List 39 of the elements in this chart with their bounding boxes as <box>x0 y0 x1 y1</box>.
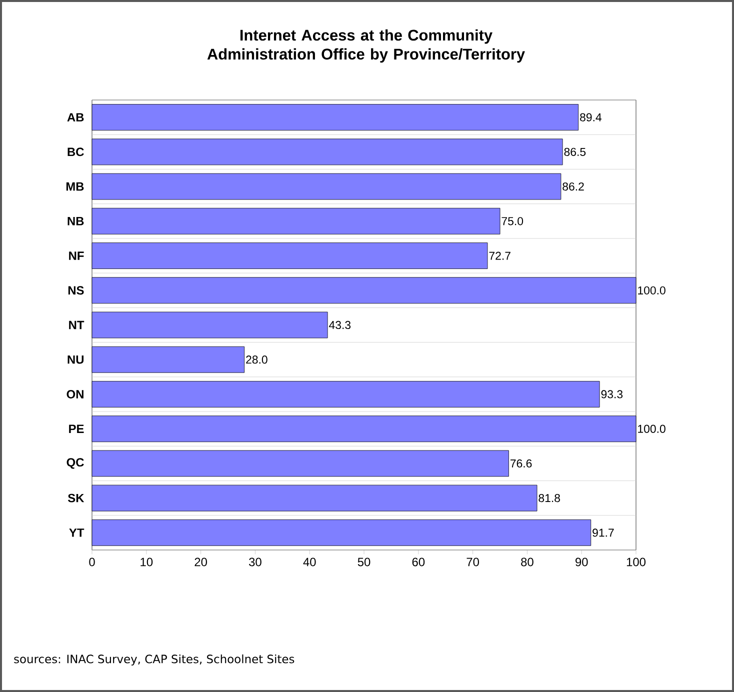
y-tick-label: MB <box>66 182 84 191</box>
y-tick-label: ON <box>66 390 84 398</box>
data-label: 75.0 <box>502 217 524 226</box>
data-label: 28.0 <box>246 356 268 364</box>
source-note: sources: INAC Survey, CAP Sites, Schoolnet Sites <box>14 654 294 666</box>
y-tick-label: BC <box>68 148 84 156</box>
x-tick-label: 80 <box>521 558 534 566</box>
y-tick-label: AB <box>67 113 84 122</box>
y-tick-label: NF <box>69 252 84 260</box>
data-label: 91.7 <box>592 528 614 537</box>
data-label: 100.0 <box>638 286 666 294</box>
data-label: 86.5 <box>564 148 586 156</box>
y-tick-label: NB <box>68 217 84 226</box>
data-label: 76.6 <box>510 459 532 468</box>
x-tick-label: 20 <box>194 558 207 566</box>
x-tick-label: 30 <box>249 558 262 566</box>
x-tick-label: 100 <box>626 558 646 566</box>
data-label: 89.4 <box>580 113 602 122</box>
x-tick-label: 40 <box>303 558 316 566</box>
y-tick-label: YT <box>69 528 84 537</box>
data-label: 43.3 <box>329 320 351 330</box>
y-tick-label: QC <box>66 458 84 469</box>
x-tick-label: 90 <box>576 558 588 566</box>
x-tick-label: 70 <box>466 558 479 566</box>
x-tick-label: 60 <box>412 558 425 566</box>
data-label: 72.7 <box>489 252 510 260</box>
chart-title: Internet Access at the Community Administration Office by Province/Territory <box>207 29 525 63</box>
y-tick-label: PE <box>69 424 84 433</box>
x-tick-label: 50 <box>358 558 370 566</box>
x-tick-label: 0 <box>89 558 95 566</box>
data-label: 86.2 <box>562 182 584 191</box>
x-tick-label: 10 <box>140 558 153 566</box>
y-tick-label: NT <box>69 320 84 330</box>
y-tick-label: NU <box>68 355 84 364</box>
data-label: 100.0 <box>638 424 666 433</box>
y-tick-label: NS <box>68 286 84 295</box>
data-label: 81.8 <box>538 494 560 502</box>
data-label: 93.3 <box>601 390 623 398</box>
y-tick-label: SK <box>68 494 84 502</box>
